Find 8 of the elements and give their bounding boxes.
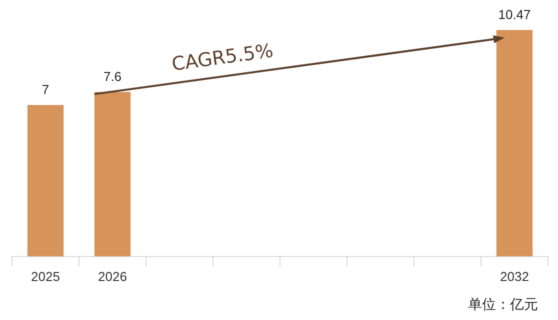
data-label: 7 (42, 82, 50, 98)
x-tick-label: 2026 (98, 268, 127, 284)
annotation: CAGR5.5% (170, 40, 275, 76)
x-tick-label: 2025 (31, 268, 60, 284)
data-label: 7.6 (103, 69, 122, 84)
text: 单位：亿元 (468, 296, 538, 314)
x-tick-label: 2032 (500, 268, 529, 284)
data-label: 10.47 (498, 7, 531, 22)
